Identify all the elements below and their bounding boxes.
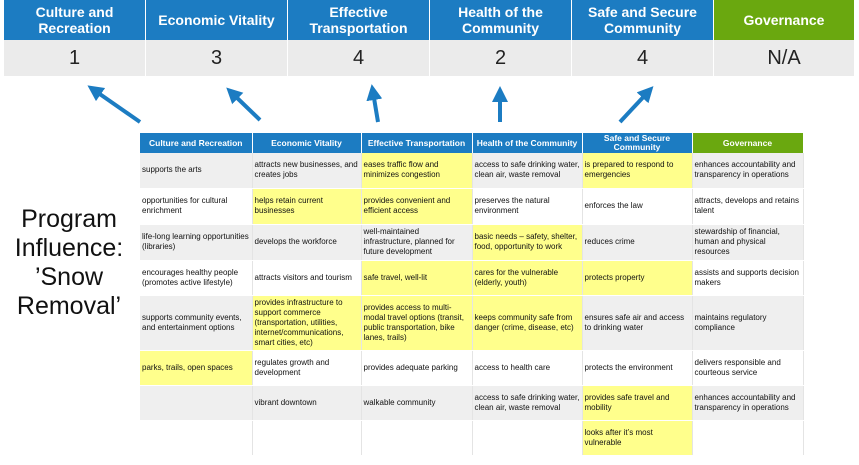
summary-value: N/A [714, 40, 855, 76]
table-cell: looks after it’s most vulnerable [582, 420, 693, 456]
table-cell: is prepared to respond to emergencies [582, 153, 693, 189]
table-cell: provides adequate parking [361, 350, 473, 386]
table-cell: parks, trails, open spaces [140, 350, 253, 386]
table-cell: cares for the vulnerable (elderly, youth… [472, 260, 583, 296]
table-cell: provides infrastructure to support comme… [252, 295, 362, 351]
table-cell: ensures safe air and access to drinking … [582, 295, 693, 351]
column-header: Health of the Community [472, 133, 583, 153]
table-cell: life-long learning opportunities (librar… [140, 224, 253, 261]
table-cell: maintains regulatory compliance [692, 295, 804, 351]
table-cell: supports the arts [140, 153, 253, 189]
table-cell: delivers responsible and courteous servi… [692, 350, 804, 386]
table-cell [361, 420, 473, 456]
summary-header: Governance [714, 0, 855, 40]
table-row: parks, trails, open spaces regulates grow… [140, 350, 804, 386]
table-cell: access to health care [472, 350, 583, 386]
table-cell: enforces the law [582, 188, 693, 225]
column-header: Safe and Secure Community [582, 133, 693, 153]
table-cell: provides access to multi-modal travel op… [361, 295, 473, 351]
summary-header: Safe and Secure Community [572, 0, 714, 40]
summary-value: 4 [288, 40, 430, 76]
table-cell [140, 385, 253, 421]
table-cell: enhances accountability and transparency… [692, 385, 804, 421]
column-header: Effective Transportation [361, 133, 473, 153]
summary-header: Economic Vitality [146, 0, 288, 40]
column-header: Culture and Recreation [140, 133, 253, 153]
summary-header: Culture and Recreation [4, 0, 146, 40]
table-cell: basic needs – safety, shelter, food, opp… [472, 224, 583, 261]
table-cell [252, 420, 362, 456]
table-cell: well-maintained infrastructure, planned … [361, 224, 473, 261]
arrow-icon [618, 86, 654, 124]
table-cell: encourages healthy people (promotes acti… [140, 260, 253, 296]
table-cell: keeps community safe from danger (crime,… [472, 295, 583, 351]
table-cell: walkable community [361, 385, 473, 421]
summary-header: Health of the Community [430, 0, 572, 40]
table-cell [692, 420, 804, 456]
table-cell: supports community events, and entertain… [140, 295, 253, 351]
arrow-icon [366, 84, 383, 123]
table-cell: access to safe drinking water, clean air… [472, 153, 583, 189]
table-cell [140, 420, 253, 456]
program-influence-label: Program Influence: ’Snow Removal’ [14, 205, 124, 320]
table-row: life-long learning opportunities (librar… [140, 224, 804, 261]
arrow-icon [226, 87, 262, 122]
table-cell: reduces crime [582, 224, 693, 261]
table-cell: opportunities for cultural enrichment [140, 188, 253, 225]
arrow-icon [87, 85, 142, 124]
table-cell: access to safe drinking water, clean air… [472, 385, 583, 421]
table-cell: preserves the natural environment [472, 188, 583, 225]
table-row: opportunities for cultural enrichment hel… [140, 188, 804, 225]
table-cell: develops the workforce [252, 224, 362, 261]
table-cell: vibrant downtown [252, 385, 362, 421]
influence-table: Culture and Recreation Economic Vitality E… [140, 133, 804, 456]
table-row: supports the arts attracts new businesses… [140, 153, 804, 189]
summary-value: 2 [430, 40, 572, 76]
table-row: supports community events, and entertain… [140, 295, 804, 351]
column-header: Governance [692, 133, 804, 153]
table-cell: stewardship of financial, human and phys… [692, 224, 804, 261]
summary-header: Effective Transportation [288, 0, 430, 40]
table-row: looks after it’s most vulnerable [140, 420, 804, 456]
table-cell: protects property [582, 260, 693, 296]
arrows-layer [87, 84, 654, 124]
table-cell: eases traffic flow and minimizes congest… [361, 153, 473, 189]
table-cell: attracts visitors and tourism [252, 260, 362, 296]
summary-value: 1 [4, 40, 146, 76]
summary-bar: Culture and Recreation 1 Economic Vitality… [4, 0, 855, 76]
column-header: Economic Vitality [252, 133, 362, 153]
table-cell: safe travel, well-lit [361, 260, 473, 296]
table-cell: provides safe travel and mobility [582, 385, 693, 421]
table-cell: attracts, develops and retains talent [692, 188, 804, 225]
table-cell: attracts new businesses, and creates job… [252, 153, 362, 189]
table-cell: helps retain current businesses [252, 188, 362, 225]
table-row: vibrant downtown walkable community access… [140, 385, 804, 421]
table-cell: protects the environment [582, 350, 693, 386]
summary-value: 3 [146, 40, 288, 76]
table-cell [472, 420, 583, 456]
table-row: encourages healthy people (promotes acti… [140, 260, 804, 296]
summary-value: 4 [572, 40, 714, 76]
table-cell: enhances accountability and transparency… [692, 153, 804, 189]
table-cell: regulates growth and development [252, 350, 362, 386]
table-cell: provides convenient and efficient access [361, 188, 473, 225]
table-cell: assists and supports decision makers [692, 260, 804, 296]
